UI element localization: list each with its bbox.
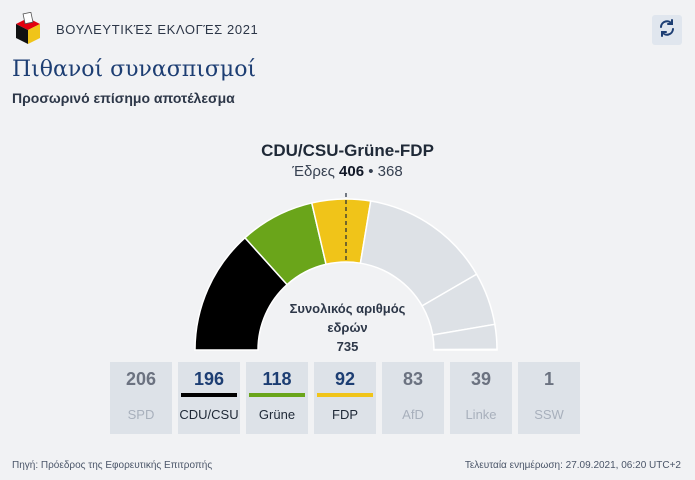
coalition-seats: Έδρες 406 • 368 [200,163,495,180]
party-color-bar [385,393,441,397]
party-name: SPD [127,407,155,422]
party-name: Grüne [258,407,296,422]
party-name: Linke [465,407,497,422]
party-seat-count: 83 [402,369,424,389]
seat-segment-ssw[interactable] [433,348,498,351]
separator-dot: • [368,163,374,180]
party-name: CDU/CSU [179,407,239,422]
party-seat-count: 196 [193,369,225,389]
refresh-button[interactable] [652,15,682,45]
page-title: Πιθανοί συνασπισμοί [12,57,257,82]
coalition-seat-count: 406 [339,163,365,180]
party-name: SSW [534,407,564,422]
ballot-box-icon [12,11,44,46]
app-header: ΒΟΥΛΕΥΤΙΚΈΣ ΕΚΛΟΓΈΣ 2021 [12,11,259,46]
party-card-cdu-csu[interactable]: 196 CDU/CSU [178,362,240,434]
total-seats: Συνολικός αριθμός εδρών 735 [270,299,425,356]
party-card-afd[interactable]: 83 AfD [382,362,444,434]
party-seat-count: 206 [125,369,157,389]
party-color-bar [181,393,237,397]
party-card-fdp[interactable]: 92 FDP [314,362,376,434]
party-card-spd[interactable]: 206 SPD [110,362,172,434]
page-subtitle: Προσωρινό επίσημο αποτέλεσμα [12,90,235,106]
party-color-bar [453,393,509,397]
party-color-bar [249,393,305,397]
party-seat-count: 118 [262,369,292,389]
party-color-bar [521,393,577,397]
party-color-bar [317,393,373,397]
party-name: AfD [402,407,424,422]
refresh-icon [657,18,677,43]
party-name: FDP [332,407,358,422]
total-seats-value: 735 [336,339,359,354]
coalition-name: CDU/CSU-Grüne-FDP [261,141,434,160]
majority-threshold: 368 [377,163,403,180]
party-list: 206 SPD 196 CDU/CSU 118 Grüne 92 FDP 83 AfD 39 Link… [110,362,580,434]
seats-label: Έδρες [292,163,335,180]
party-seat-count: 39 [470,369,492,389]
source-note: Πηγή: Πρόεδρος της Εφορευτικής Επιτροπής [12,460,213,471]
party-card-linke[interactable]: 39 Linke [450,362,512,434]
party-seat-count: 92 [334,369,356,389]
party-color-bar [113,393,169,397]
party-card-gr-ne[interactable]: 118 Grüne [246,362,308,434]
total-seats-label: Συνολικός αριθμός εδρών [289,301,406,335]
party-card-ssw[interactable]: 1 SSW [518,362,580,434]
last-updated: Τελευταία ενημέρωση: 27.09.2021, 06:20 U… [464,460,681,471]
election-title: ΒΟΥΛΕΥΤΙΚΈΣ ΕΚΛΟΓΈΣ 2021 [56,21,259,37]
party-seat-count: 1 [543,369,554,389]
